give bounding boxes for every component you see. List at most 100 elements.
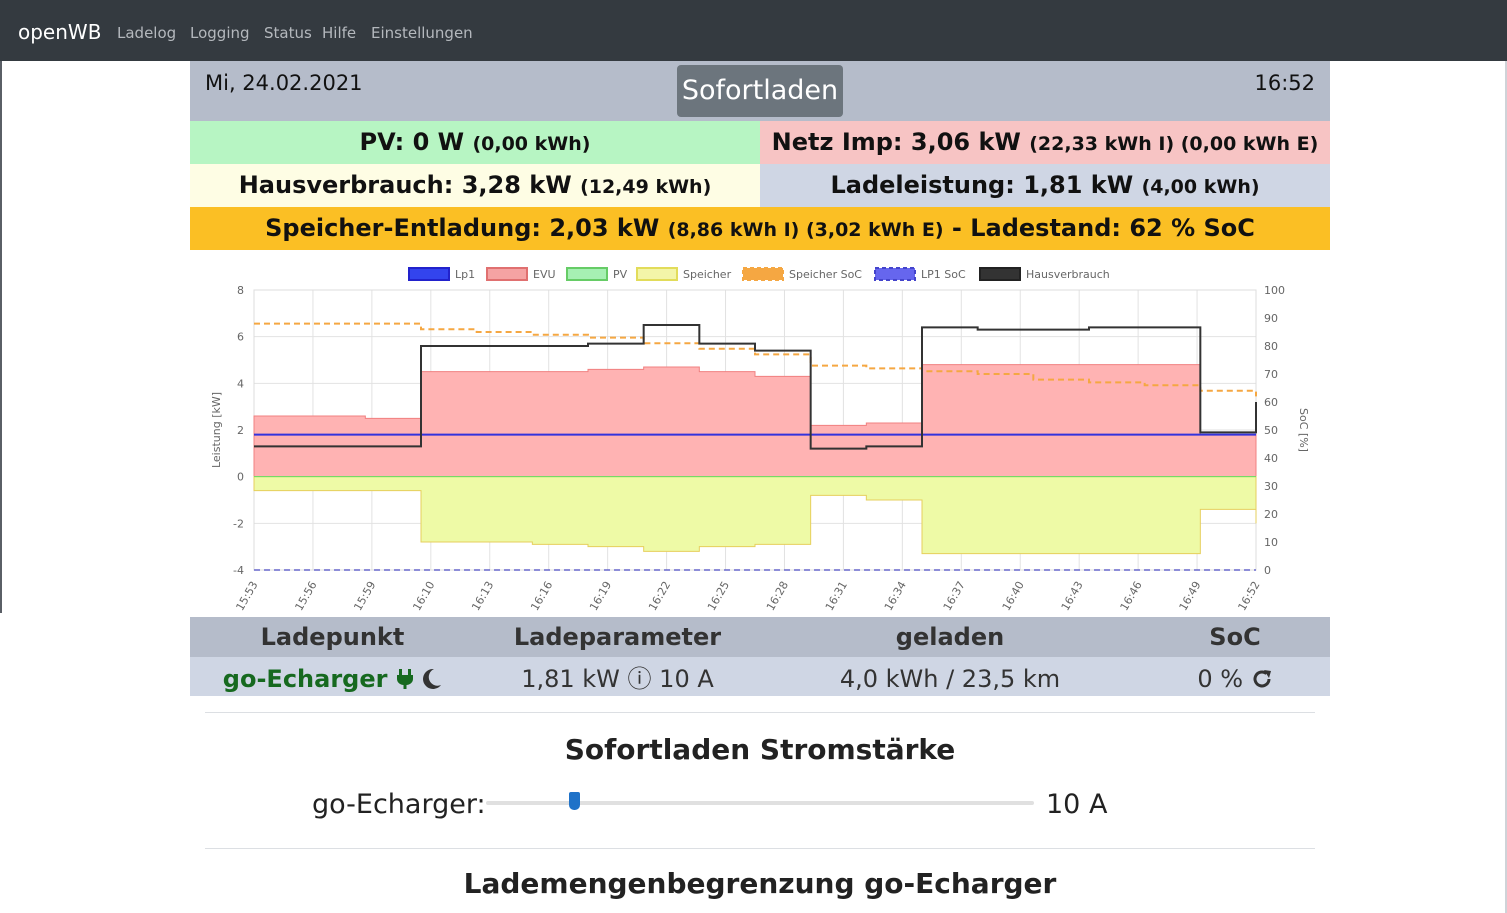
moon-icon bbox=[423, 668, 442, 689]
charge-value: Ladeleistung: 1,81 kW bbox=[830, 171, 1134, 199]
divider bbox=[205, 712, 1315, 713]
col-soc: SoC bbox=[1209, 623, 1261, 651]
main-container: Mi, 24.02.2021 Sofortladen 16:52 PV: 0 W… bbox=[190, 61, 1330, 900]
x-tick-label: 16:10 bbox=[410, 579, 437, 613]
legend-swatch bbox=[486, 267, 528, 281]
lademengen-title: Lademengenbegrenzung go-Echarger bbox=[463, 867, 1057, 900]
legend-swatch bbox=[408, 267, 450, 281]
series-line-speicher-soc bbox=[254, 322, 1257, 397]
storage-energy: (8,86 kWh I) (3,02 kWh E) bbox=[667, 219, 944, 241]
legend-label: Speicher bbox=[683, 268, 732, 281]
series-area-evu bbox=[253, 364, 1257, 478]
slider-value: 10 A bbox=[1046, 789, 1108, 820]
time-display: 16:52 bbox=[1254, 71, 1315, 95]
nav-logging[interactable]: Logging bbox=[190, 24, 250, 42]
date-display: Mi, 24.02.2021 bbox=[205, 71, 363, 95]
y2-tick-label: 80 bbox=[1264, 340, 1278, 353]
grid-stat: Netz Imp: 3,06 kW (22,33 kWh I) (0,00 kW… bbox=[760, 121, 1330, 164]
right-edge bbox=[1505, 61, 1507, 913]
geladen-value: 4,0 kWh / 23,5 km bbox=[839, 665, 1061, 693]
y-tick-label: 6 bbox=[237, 331, 244, 344]
house-energy: (12,49 kWh) bbox=[580, 176, 712, 198]
col-ladeparameter: Ladeparameter bbox=[513, 623, 722, 651]
nav-hilfe[interactable]: Hilfe bbox=[322, 24, 357, 42]
x-tick-label: 16:49 bbox=[1177, 579, 1204, 613]
legend-label: Lp1 bbox=[455, 268, 475, 281]
x-tick-label: 15:56 bbox=[292, 579, 319, 613]
col-ladepunkt: Ladepunkt bbox=[260, 623, 405, 651]
pv-value: PV: 0 W bbox=[359, 128, 465, 156]
storage-value: Speicher-Entladung: 2,03 kW bbox=[265, 214, 660, 242]
y2-axis-title: SoC [%] bbox=[1297, 408, 1310, 452]
header-row: Mi, 24.02.2021 Sofortladen 16:52 bbox=[190, 61, 1330, 121]
soc-cell: 0 % bbox=[1140, 657, 1330, 701]
y2-tick-label: 100 bbox=[1264, 284, 1285, 297]
pv-energy: (0,00 kWh) bbox=[472, 133, 591, 155]
x-tick-label: 16:31 bbox=[823, 579, 850, 613]
legend-label: PV bbox=[613, 268, 628, 281]
x-tick-label: 16:25 bbox=[705, 579, 732, 613]
ladeparameter-value: 1,81 kW ⓘ 10 A bbox=[521, 665, 714, 693]
x-tick-label: 16:22 bbox=[646, 579, 673, 613]
legend-swatch bbox=[979, 267, 1021, 281]
left-edge bbox=[0, 61, 2, 613]
pv-stat: PV: 0 W (0,00 kWh) bbox=[190, 121, 760, 164]
legend-label: LP1 SoC bbox=[921, 268, 966, 281]
y-tick-label: 8 bbox=[237, 284, 244, 297]
x-tick-label: 16:52 bbox=[1235, 579, 1262, 613]
grid-energy: (22,33 kWh I) (0,00 kWh E) bbox=[1029, 133, 1319, 155]
y-axis-title: Leistung [kW] bbox=[210, 392, 223, 468]
slider-label: go-Echarger: bbox=[312, 789, 486, 820]
mode-button[interactable]: Sofortladen bbox=[677, 65, 843, 117]
legend-swatch bbox=[874, 267, 916, 281]
current-slider-track[interactable] bbox=[486, 792, 1034, 810]
soc-value: 0 % bbox=[1197, 665, 1244, 693]
series-area-speicher bbox=[253, 476, 1257, 555]
current-slider-row: go-Echarger: 10 A bbox=[190, 783, 1330, 827]
x-tick-label: 15:59 bbox=[351, 579, 378, 613]
house-value: Hausverbrauch: 3,28 kW bbox=[238, 171, 572, 199]
x-tick-label: 15:53 bbox=[233, 579, 260, 613]
nav-einstellungen[interactable]: Einstellungen bbox=[371, 24, 473, 42]
y2-tick-label: 20 bbox=[1264, 508, 1278, 521]
legend-label: EVU bbox=[533, 268, 556, 281]
navbar: openWB Ladelog Logging Status Hilfe Eins… bbox=[0, 0, 1507, 61]
col-geladen: geladen bbox=[895, 623, 1005, 651]
current-slider-thumb[interactable] bbox=[568, 792, 580, 810]
x-tick-label: 16:28 bbox=[764, 579, 791, 613]
nav-status[interactable]: Status bbox=[264, 24, 312, 42]
refresh-icon[interactable] bbox=[1251, 668, 1273, 690]
ladepunkt-name[interactable]: go-Echarger bbox=[222, 665, 388, 693]
ladepunkt-name-cell[interactable]: go-Echarger bbox=[190, 657, 475, 701]
y2-tick-label: 60 bbox=[1264, 396, 1278, 409]
ladepunkt-row: go-Echarger 1,81 kW ⓘ 10 A 4,0 kWh / 23,… bbox=[190, 657, 1330, 696]
y-tick-label: 0 bbox=[237, 471, 244, 484]
charge-stat: Ladeleistung: 1,81 kW (4,00 kWh) bbox=[760, 164, 1330, 207]
y2-tick-label: 70 bbox=[1264, 368, 1278, 381]
nav-ladelog[interactable]: Ladelog bbox=[117, 24, 177, 42]
y2-tick-label: 90 bbox=[1264, 312, 1278, 325]
ladepunkt-header: Ladepunkt Ladeparameter geladen SoC bbox=[190, 617, 1330, 657]
x-tick-label: 16:34 bbox=[882, 579, 909, 613]
y-tick-label: -2 bbox=[233, 517, 244, 530]
charge-energy: (4,00 kWh) bbox=[1141, 176, 1260, 198]
y2-tick-label: 30 bbox=[1264, 480, 1278, 493]
series-line-hausverbrauch bbox=[254, 324, 1257, 450]
legend-swatch bbox=[742, 267, 784, 281]
x-tick-label: 16:16 bbox=[528, 579, 555, 613]
divider-2 bbox=[205, 848, 1315, 849]
storage-stat: Speicher-Entladung: 2,03 kW (8,86 kWh I)… bbox=[190, 207, 1330, 250]
y2-tick-label: 50 bbox=[1264, 424, 1278, 437]
sofortladen-title: Sofortladen Stromstärke bbox=[564, 733, 956, 766]
legend-label: Hausverbrauch bbox=[1026, 268, 1110, 281]
y-tick-label: -4 bbox=[233, 564, 244, 577]
x-tick-label: 16:37 bbox=[941, 579, 968, 613]
x-tick-label: 16:19 bbox=[587, 579, 614, 613]
brand-logo[interactable]: openWB bbox=[18, 20, 102, 44]
legend-swatch bbox=[566, 267, 608, 281]
house-stat: Hausverbrauch: 3,28 kW (12,49 kWh) bbox=[190, 164, 760, 207]
legend-label: Speicher SoC bbox=[789, 268, 862, 281]
x-tick-label: 16:46 bbox=[1118, 579, 1145, 613]
y2-tick-label: 0 bbox=[1264, 564, 1271, 577]
